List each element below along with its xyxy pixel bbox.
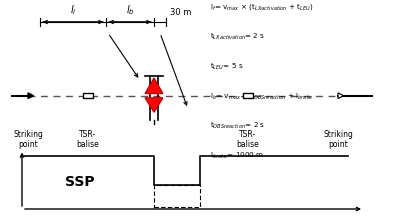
- Polygon shape: [145, 98, 163, 112]
- Text: t$_{LEU}$= 5 s: t$_{LEU}$= 5 s: [210, 62, 244, 72]
- Text: l$_i$: l$_i$: [70, 3, 76, 17]
- Text: SSP: SSP: [65, 174, 95, 189]
- Text: l$_b$= v$_{max}$ × t$_{OBSreaction}$ + l$_{brake}$: l$_b$= v$_{max}$ × t$_{OBSreaction}$ + l…: [210, 91, 314, 101]
- Text: l$_f$= v$_{max}$ × (t$_{LX activation}$ + t$_{LEU}$): l$_f$= v$_{max}$ × (t$_{LX activation}$ …: [210, 2, 314, 12]
- Text: l$_b$: l$_b$: [126, 3, 134, 17]
- Text: t$_{LX activation}$= 2 s: t$_{LX activation}$= 2 s: [210, 32, 265, 42]
- Text: Striking
point: Striking point: [323, 130, 353, 149]
- Polygon shape: [28, 93, 34, 99]
- Bar: [83, 93, 93, 99]
- Text: Striking
point: Striking point: [13, 130, 43, 149]
- Text: 30 m: 30 m: [170, 8, 191, 17]
- Text: l$_{brake}$= 1000 m: l$_{brake}$= 1000 m: [210, 151, 264, 161]
- Polygon shape: [338, 93, 344, 99]
- Text: TSR-
balise: TSR- balise: [237, 130, 259, 149]
- Text: t$_{OBSreaction}$= 2 s: t$_{OBSreaction}$= 2 s: [210, 121, 265, 131]
- Bar: [243, 93, 253, 99]
- Text: TSR-
balise: TSR- balise: [77, 130, 99, 149]
- Polygon shape: [145, 78, 163, 94]
